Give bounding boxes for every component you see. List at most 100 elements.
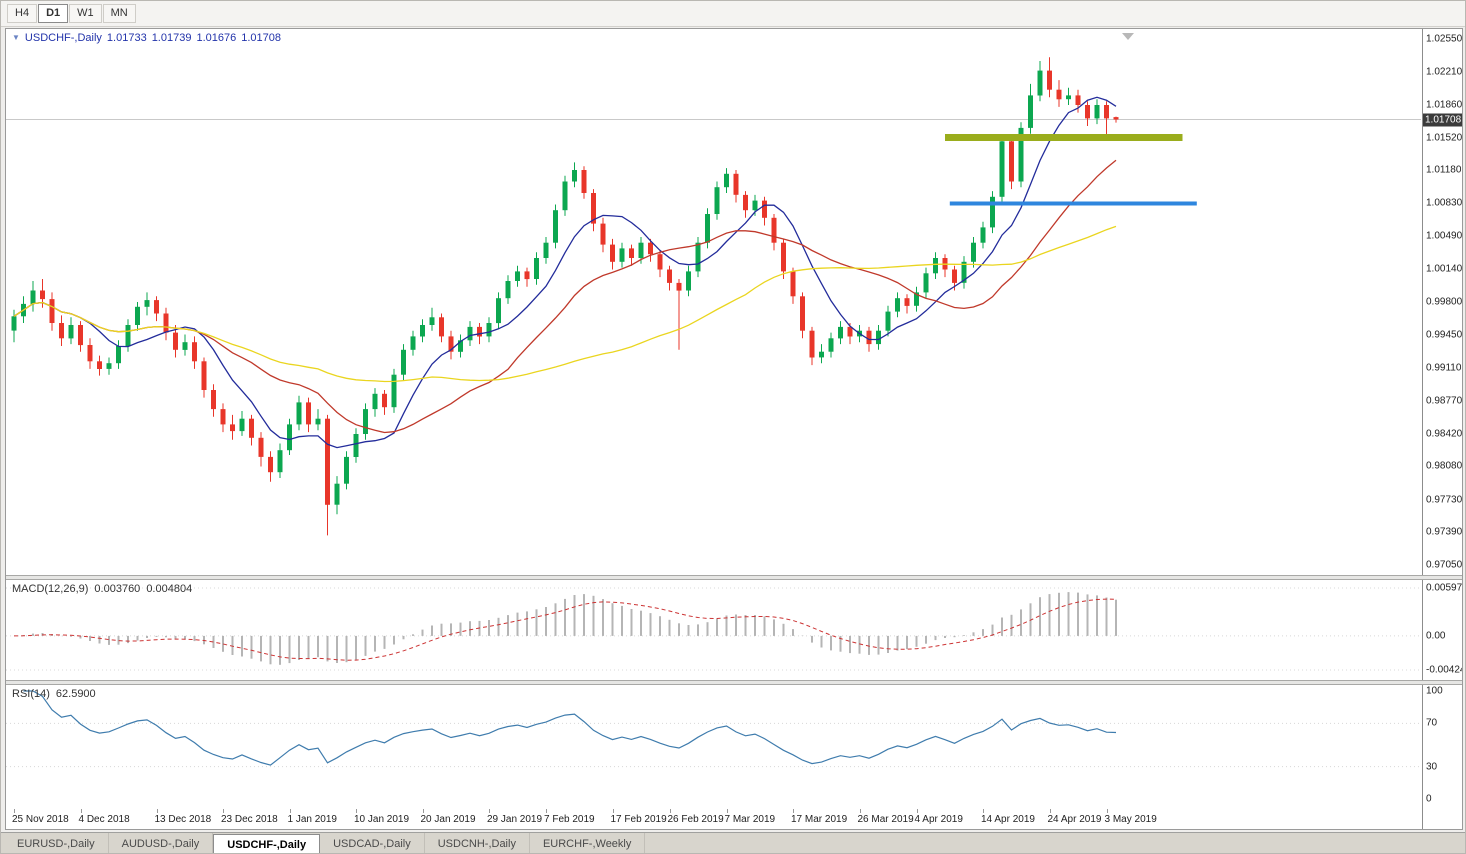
macd-signal-value: 0.004804 bbox=[146, 583, 193, 595]
rsi-axis-label: 0 bbox=[1426, 793, 1432, 805]
rsi-header: RSI(14) 62.5900 bbox=[12, 688, 102, 700]
price-axis-label: 1.02550 bbox=[1426, 33, 1462, 45]
time-axis-label: 26 Feb 2019 bbox=[667, 814, 724, 825]
time-axis-label: 7 Feb 2019 bbox=[544, 814, 595, 825]
chart-ohlc-header: ▼ USDCHF-,Daily 1.01733 1.01739 1.01676 1.017… bbox=[12, 32, 286, 44]
rsi-pane[interactable]: RSI(14) 62.5900 100 70 30 0 bbox=[6, 685, 1462, 809]
time-axis-label: 7 Mar 2019 bbox=[724, 814, 776, 825]
ohlc-low: 1.01676 bbox=[196, 32, 237, 44]
time-axis-label: 26 Mar 2019 bbox=[857, 814, 914, 825]
timeframe-button-w1[interactable]: W1 bbox=[69, 4, 102, 23]
time-axis-label: 10 Jan 2019 bbox=[354, 814, 410, 825]
ohlc-high: 1.01739 bbox=[151, 32, 192, 44]
time-axis-tick bbox=[289, 809, 291, 813]
time-axis[interactable]: 25 Nov 2018 4 Dec 2018 13 Dec 2018 23 Dec 2… bbox=[6, 809, 1462, 829]
macd-axis-label: -0.004243 bbox=[1426, 664, 1462, 676]
macd-pane[interactable]: MACD(12,26,9) 0.003760 0.004804 0.00597 0.0… bbox=[6, 580, 1462, 680]
current-price-badge: 1.01708 bbox=[1423, 113, 1462, 127]
macd-value: 0.003760 bbox=[94, 583, 141, 595]
chart-tabs-bar: EURUSD-,Daily AUDUSD-,Daily USDCHF-,Daily U… bbox=[1, 832, 1465, 853]
timeframe-button-h4[interactable]: H4 bbox=[7, 4, 38, 23]
time-axis-tick bbox=[422, 809, 424, 813]
axis-corner bbox=[1422, 809, 1462, 829]
timeframe-toolbar: H4 D1 W1 MN bbox=[1, 1, 1465, 27]
price-axis-label: 0.99110 bbox=[1426, 362, 1462, 374]
chart-tab-usdcad-daily[interactable]: USDCAD-,Daily bbox=[320, 833, 425, 853]
price-axis-label: 0.98080 bbox=[1426, 460, 1462, 472]
chart-window: ▼ USDCHF-,Daily 1.01733 1.01739 1.01676 1.017… bbox=[5, 28, 1463, 830]
time-axis-label: 4 Dec 2018 bbox=[78, 814, 130, 825]
time-axis-tick bbox=[80, 809, 82, 813]
time-axis-label: 20 Jan 2019 bbox=[420, 814, 476, 825]
chart-tab-eurusd-daily[interactable]: EURUSD-,Daily bbox=[4, 833, 109, 853]
macd-plot bbox=[6, 587, 1421, 671]
price-axis-label: 1.01860 bbox=[1426, 99, 1462, 111]
chart-tab-usdcnh-daily[interactable]: USDCNH-,Daily bbox=[425, 833, 530, 853]
pane-splitter-macd[interactable] bbox=[6, 575, 1462, 580]
price-axis-label: 0.97050 bbox=[1426, 559, 1462, 571]
price-axis-label: 1.02210 bbox=[1426, 66, 1462, 78]
ma-fast bbox=[13, 96, 1117, 449]
main-chart-pane[interactable]: ▼ USDCHF-,Daily 1.01733 1.01739 1.01676 1.017… bbox=[6, 29, 1462, 575]
price-axis[interactable]: 1.02550 1.02210 1.01860 1.01520 1.01180 1.008… bbox=[1422, 29, 1462, 575]
time-axis-tick bbox=[983, 809, 984, 813]
chart-tab-eurchf-weekly[interactable]: EURCHF-,Weekly bbox=[530, 833, 646, 853]
time-axis-tick bbox=[223, 809, 224, 813]
timeframe-button-d1[interactable]: D1 bbox=[38, 4, 69, 23]
time-axis-label: 17 Mar 2019 bbox=[791, 814, 848, 825]
time-axis-label: 24 Apr 2019 bbox=[1047, 814, 1102, 825]
price-axis-label: 0.97730 bbox=[1426, 494, 1462, 506]
price-axis-label: 1.00490 bbox=[1426, 230, 1462, 242]
rsi-axis-label: 100 bbox=[1426, 685, 1443, 697]
time-axis-tick bbox=[793, 809, 794, 813]
macd-histogram bbox=[22, 592, 1117, 665]
ohlc-open: 1.01733 bbox=[106, 32, 147, 44]
rsi-label: RSI(14) bbox=[12, 688, 50, 700]
time-axis-tick bbox=[859, 809, 861, 813]
symbol-dropdown-icon[interactable]: ▼ bbox=[12, 33, 20, 42]
chart-tab-audusd-daily[interactable]: AUDUSD-,Daily bbox=[109, 833, 214, 853]
price-axis-label: 1.01520 bbox=[1426, 132, 1462, 143]
time-axis-tick bbox=[669, 809, 671, 813]
rsi-axis[interactable]: 100 70 30 0 bbox=[1422, 685, 1462, 809]
time-axis-label: 13 Dec 2018 bbox=[154, 814, 212, 825]
time-axis-tick bbox=[1106, 809, 1108, 813]
time-axis-tick bbox=[14, 809, 15, 813]
time-axis-tick bbox=[916, 809, 918, 813]
macd-signal-line bbox=[13, 598, 1117, 661]
time-axis-label: 23 Dec 2018 bbox=[221, 814, 278, 825]
macd-axis-label: 0.00597 bbox=[1426, 582, 1462, 594]
price-axis-label: 0.98420 bbox=[1426, 428, 1462, 440]
time-axis-tick bbox=[356, 809, 357, 813]
time-axis-label: 14 Apr 2019 bbox=[981, 814, 1035, 825]
time-axis-tick bbox=[156, 809, 158, 813]
time-axis-tick bbox=[1049, 809, 1051, 813]
candles bbox=[11, 57, 1119, 536]
macd-axis[interactable]: 0.00597 0.00 -0.004243 bbox=[1422, 580, 1462, 680]
chart-tab-usdchf-daily[interactable]: USDCHF-,Daily bbox=[213, 834, 321, 853]
chart-shift-marker-icon[interactable] bbox=[1122, 33, 1134, 40]
rsi-axis-label: 30 bbox=[1426, 761, 1438, 773]
timeframe-button-group: H4 D1 W1 MN bbox=[7, 4, 136, 23]
chart-symbol-label: USDCHF-,Daily bbox=[24, 32, 102, 44]
time-axis-tick bbox=[489, 809, 490, 813]
timeframe-button-mn[interactable]: MN bbox=[102, 4, 136, 23]
time-axis-label: 4 Apr 2019 bbox=[914, 814, 963, 825]
price-axis-label: 1.00830 bbox=[1426, 197, 1462, 209]
macd-header: MACD(12,26,9) 0.003760 0.004804 bbox=[12, 583, 198, 595]
candlestick-chart[interactable] bbox=[6, 29, 1421, 575]
pane-splitter-rsi[interactable] bbox=[6, 680, 1462, 685]
price-axis-label: 0.99450 bbox=[1426, 329, 1462, 341]
ma-slow bbox=[13, 225, 1117, 383]
price-axis-label: 1.01180 bbox=[1426, 164, 1462, 176]
time-axis-tick bbox=[612, 809, 614, 813]
time-axis-label: 25 Nov 2018 bbox=[12, 814, 69, 825]
ohlc-close: 1.01708 bbox=[241, 32, 281, 44]
price-axis-label: 0.97390 bbox=[1426, 526, 1462, 538]
macd-axis-label: 0.00 bbox=[1426, 630, 1446, 642]
rsi-line bbox=[23, 690, 1117, 766]
rsi-plot bbox=[6, 690, 1421, 768]
time-axis-tick bbox=[546, 809, 547, 813]
price-axis-label: 0.98770 bbox=[1426, 395, 1462, 406]
